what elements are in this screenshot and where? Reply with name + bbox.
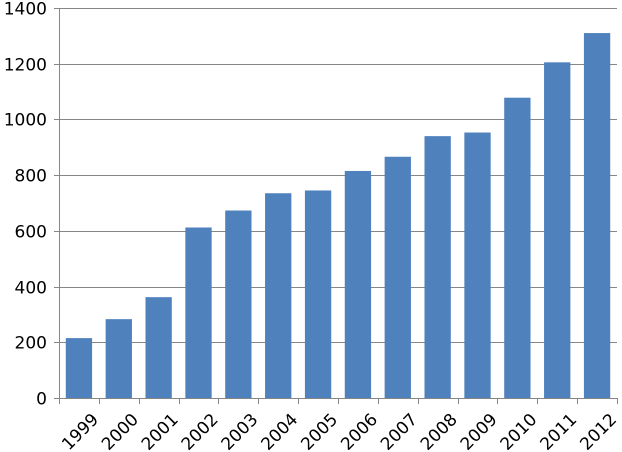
bar-2011	[544, 62, 571, 398]
bar-2003	[225, 210, 252, 398]
x-tick-label: 2000	[98, 410, 143, 452]
y-axis-tick-labels: 0 200 400 600 800 1000 1200 1400	[4, 0, 47, 410]
x-tick-label: 2010	[497, 410, 542, 452]
axes	[54, 8, 618, 404]
bar-2007	[384, 156, 411, 398]
bar-2000	[105, 319, 132, 398]
y-tick-label: 800	[15, 167, 47, 187]
bar-2004	[265, 193, 292, 398]
y-tick-label: 1400	[4, 0, 47, 20]
x-tick-label: 2009	[457, 410, 502, 452]
bar-2008	[424, 136, 451, 398]
bar-1999	[65, 338, 93, 398]
bar-2012	[583, 33, 611, 398]
bar-2010	[504, 97, 531, 398]
x-tick-label: 2004	[257, 410, 302, 452]
gridlines	[59, 8, 617, 343]
bar-2005	[304, 190, 332, 398]
x-tick-label: 2012	[576, 410, 621, 452]
x-tick-label: 2006	[337, 410, 382, 452]
y-tick-label: 600	[15, 223, 47, 243]
bars	[65, 33, 611, 398]
y-tick-label: 400	[15, 279, 47, 299]
x-tick-label: 2008	[417, 410, 462, 452]
x-tick-label: 1999	[58, 410, 103, 452]
y-tick-label: 1000	[4, 111, 47, 131]
x-tick-label: 2011	[536, 410, 581, 452]
x-tick-label: 2003	[218, 410, 263, 452]
bar-2002	[185, 227, 212, 398]
x-tick-label: 2001	[138, 410, 183, 452]
bar-2009	[464, 132, 491, 398]
bar-2001	[145, 297, 172, 398]
y-tick-label: 200	[15, 334, 47, 354]
x-tick-label: 2007	[377, 410, 422, 452]
x-tick-label: 2005	[297, 410, 342, 452]
y-tick-label: 1200	[4, 56, 47, 76]
x-tick-label: 2002	[178, 410, 223, 452]
x-axis-tick-labels: 1999200020012002200320042005200620072008…	[58, 410, 621, 452]
y-tick-label: 0	[36, 390, 47, 410]
bar-2006	[344, 170, 372, 398]
